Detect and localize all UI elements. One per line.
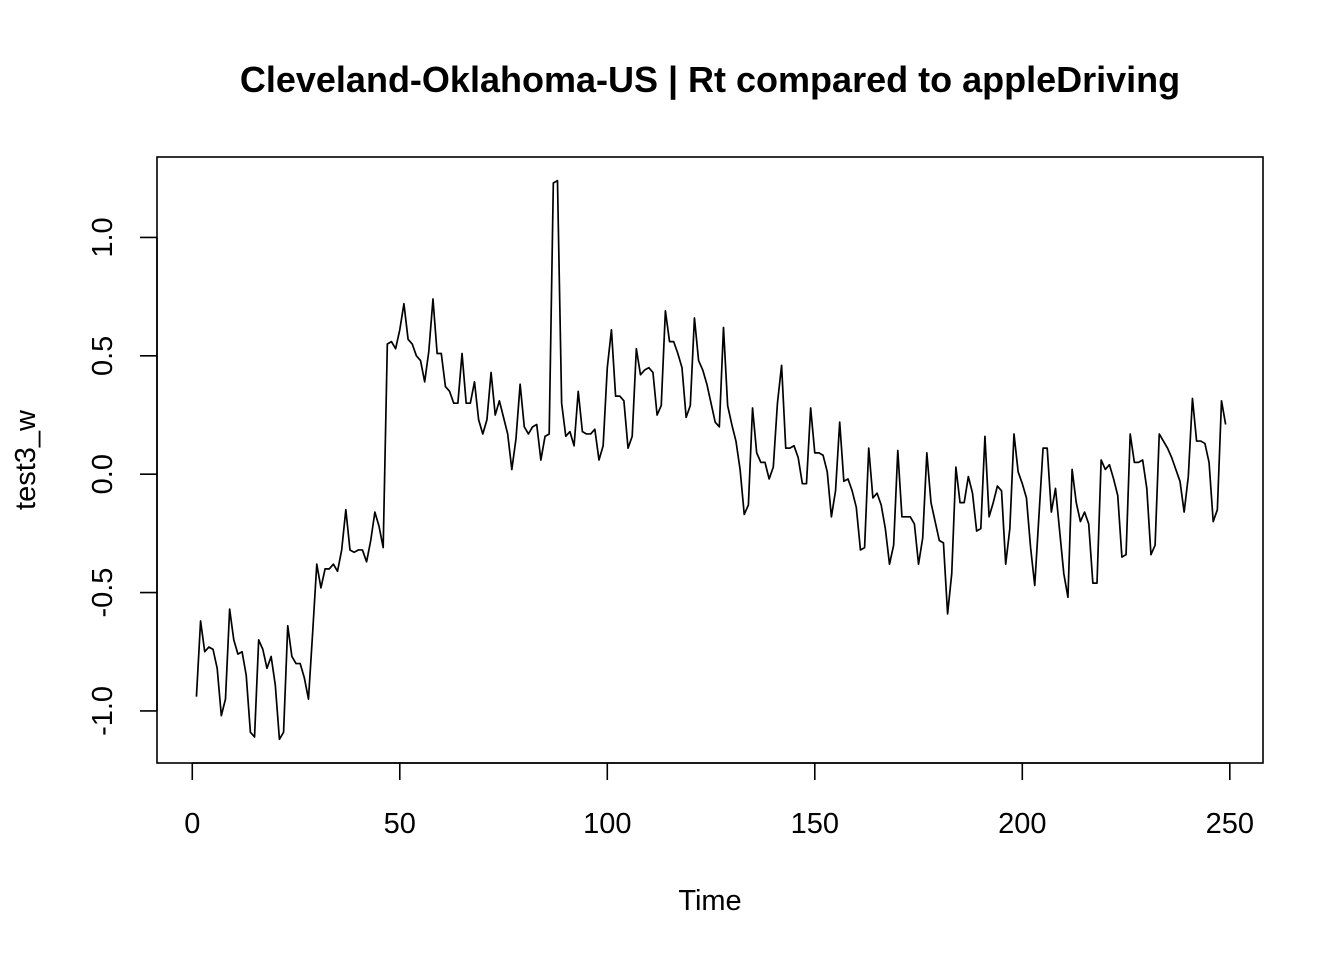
x-tick-label: 50	[384, 808, 416, 840]
x-tick-label: 250	[1206, 808, 1254, 840]
x-tick-label: 200	[998, 808, 1046, 840]
y-axis-label: test3_w	[10, 409, 42, 510]
y-tick-label: -0.5	[87, 568, 119, 618]
y-tick-label: 1.0	[87, 217, 119, 257]
chart-title: Cleveland-Oklahoma-US | Rt compared to a…	[240, 59, 1180, 101]
plot-frame	[156, 156, 1264, 764]
y-tick-label: -1.0	[87, 686, 119, 736]
y-tick-label: 0.5	[87, 336, 119, 376]
x-tick-label: 0	[184, 808, 200, 840]
x-axis: 0 50 100 150 200 250	[184, 762, 1254, 840]
y-axis: -1.0 -0.5 0.0 0.5 1.0	[87, 217, 158, 736]
x-tick-label: 100	[583, 808, 631, 840]
x-tick-label: 150	[791, 808, 839, 840]
x-axis-label: Time	[678, 885, 741, 917]
y-tick-label: 0.0	[87, 454, 119, 494]
series-line	[195, 179, 1227, 741]
